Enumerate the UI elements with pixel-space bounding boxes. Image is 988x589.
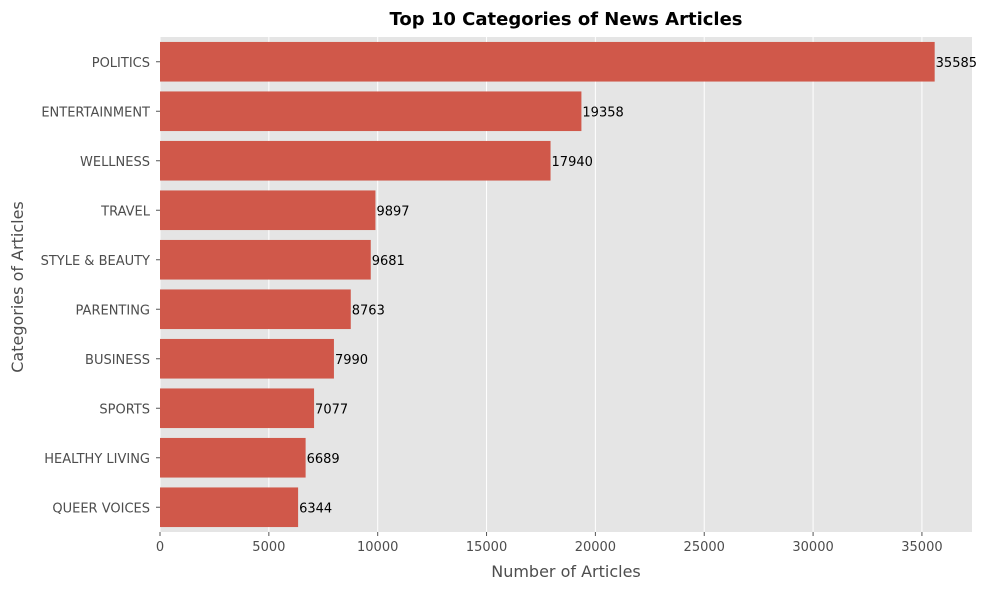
y-tick-label: STYLE & BEAUTY — [41, 254, 150, 269]
bar — [160, 388, 315, 429]
bar — [160, 437, 306, 478]
data-label: 9897 — [376, 204, 409, 219]
x-tick-label: 5000 — [252, 540, 285, 555]
x-tick-label: 0 — [156, 540, 164, 555]
x-tick-label: 25000 — [684, 540, 725, 555]
data-labels: 35585 19358 17940 9897 9681 8763 7990 7077 6689 6… — [299, 56, 977, 517]
data-label: 35585 — [936, 56, 977, 71]
x-tick-label: 30000 — [792, 540, 833, 555]
y-tick-label: WELLNESS — [80, 155, 150, 170]
bar — [160, 338, 334, 379]
data-label: 6344 — [299, 501, 332, 516]
y-tick-label: ENTERTAINMENT — [41, 105, 150, 120]
bar — [160, 41, 935, 82]
y-tick-label: SPORTS — [99, 402, 150, 417]
x-axis-label: Number of Articles — [491, 562, 641, 581]
data-label: 7077 — [315, 402, 348, 417]
y-tick-labels: POLITICS ENTERTAINMENT WELLNESS TRAVEL STYLE… — [41, 56, 160, 516]
data-label: 6689 — [307, 452, 340, 467]
x-tick-label: 10000 — [357, 540, 398, 555]
bar — [160, 140, 551, 181]
data-label: 7990 — [335, 353, 368, 368]
data-label: 9681 — [372, 254, 405, 269]
y-tick-label: BUSINESS — [85, 353, 150, 368]
bars — [160, 41, 935, 528]
bar — [160, 91, 582, 132]
y-tick-label: PARENTING — [76, 303, 150, 318]
x-tick-labels: 0 5000 10000 15000 20000 25000 30000 35000 — [156, 532, 943, 555]
bar — [160, 487, 299, 528]
bar — [160, 190, 376, 231]
y-tick-label: HEALTHY LIVING — [44, 452, 150, 467]
chart-title: Top 10 Categories of News Articles — [389, 9, 742, 30]
y-tick-label: POLITICS — [92, 56, 150, 71]
data-label: 17940 — [552, 155, 593, 170]
y-axis-label: Categories of Articles — [8, 201, 27, 373]
y-tick-label: QUEER VOICES — [52, 501, 150, 516]
x-tick-label: 20000 — [575, 540, 616, 555]
data-label: 19358 — [582, 105, 623, 120]
x-tick-label: 35000 — [901, 540, 942, 555]
x-tick-label: 15000 — [466, 540, 507, 555]
y-tick-label: TRAVEL — [100, 204, 151, 219]
bar — [160, 289, 351, 330]
data-label: 8763 — [352, 303, 385, 318]
bar — [160, 239, 371, 280]
